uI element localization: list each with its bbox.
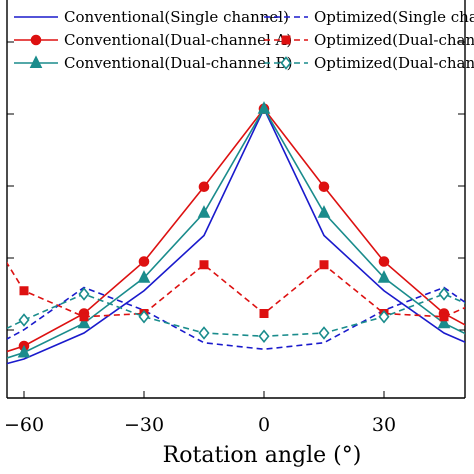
data-point (78, 287, 90, 301)
data-point (197, 205, 211, 218)
series-4 (7, 286, 465, 351)
x-axis-title: Rotation angle (°) (163, 443, 362, 468)
series-6 (7, 287, 465, 344)
data-point (317, 205, 331, 218)
data-point (439, 312, 449, 322)
data-point (259, 309, 269, 318)
series-line (7, 286, 465, 351)
legend-entry: Optimized(Dual-channel B) (264, 54, 474, 72)
data-point (378, 256, 390, 267)
plot-frame (6, 0, 466, 399)
series-3 (7, 101, 465, 359)
legend-label: Conventional(Dual-channel B) (64, 54, 292, 72)
data-point (318, 326, 330, 340)
data-point (198, 326, 210, 340)
data-point (438, 287, 450, 301)
x-tick-label: 30 (372, 414, 396, 436)
data-point (77, 315, 91, 329)
legend-entry: Optimized(Dual-channel A) (264, 31, 474, 49)
legend-entry: Optimized(Single channel) (264, 8, 474, 26)
data-point (18, 313, 30, 327)
series-line (7, 293, 465, 338)
data-point (199, 260, 209, 270)
data-point (437, 315, 451, 329)
data-point (377, 270, 391, 283)
legend-label: Optimized(Dual-channel A) (314, 31, 474, 49)
series-line (7, 261, 465, 318)
data-point (280, 56, 292, 70)
x-tick-label: −30 (124, 414, 164, 436)
data-point (79, 312, 89, 322)
legend-label: Conventional(Single channel) (64, 8, 289, 26)
data-point (258, 329, 270, 344)
data-point (19, 286, 29, 296)
legend-label: Optimized(Dual-channel B) (314, 54, 474, 72)
x-tick-label: −60 (4, 414, 44, 436)
legend-label: Conventional(Dual-channel A) (64, 31, 292, 49)
data-point (257, 101, 271, 114)
data-point (137, 270, 151, 283)
legend: Conventional(Single channel) Conventional… (14, 8, 474, 72)
legend-entry: Conventional(Dual-channel A) (14, 31, 292, 49)
data-point (29, 55, 43, 68)
legend-label: Optimized(Single channel) (314, 8, 474, 26)
series-line (7, 107, 465, 359)
data-point (17, 344, 31, 358)
data-point (198, 181, 210, 193)
x-axis-ticks: −90−60−300306090 (4, 391, 396, 436)
data-point (378, 309, 390, 324)
data-point (318, 181, 330, 193)
series-2 (7, 103, 465, 353)
legend-entry: Conventional(Single channel) (14, 8, 289, 26)
data-point (319, 260, 329, 270)
data-point (281, 35, 291, 45)
data-point (138, 256, 150, 267)
data-point (30, 34, 42, 46)
data-point (138, 309, 150, 324)
legend-entry: Conventional(Dual-channel B) (14, 54, 292, 72)
x-tick-label: 0 (258, 414, 270, 436)
series-layer (7, 101, 465, 365)
